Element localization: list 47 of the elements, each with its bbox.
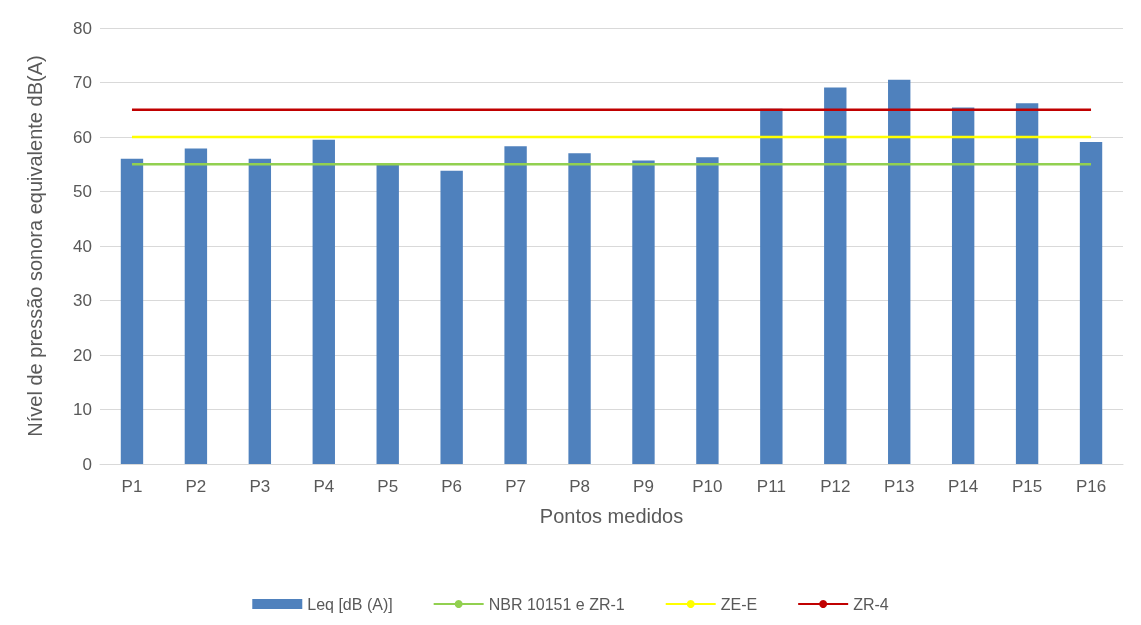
bar: [312, 139, 335, 464]
bar: [440, 170, 463, 464]
x-tick-label: P16: [1075, 477, 1107, 496]
x-tick-label: P9: [633, 477, 654, 496]
legend-label: ZR-4: [853, 595, 889, 613]
bar: [824, 87, 847, 464]
x-tick-label: P4: [313, 477, 335, 496]
y-tick-label: 30: [73, 291, 92, 310]
y-tick-label: 0: [82, 454, 92, 474]
x-tick-label: P6: [441, 477, 463, 496]
bar: [632, 160, 655, 464]
x-axis-title: Pontos medidos: [539, 505, 684, 527]
bar: [248, 158, 272, 464]
bar: [184, 148, 208, 464]
legend-label: ZE-E: [720, 595, 758, 613]
bar: [1079, 141, 1103, 464]
x-tick-label: P5: [377, 477, 399, 496]
x-tick-label: P3: [249, 477, 271, 496]
y-tick-label: 50: [73, 182, 92, 201]
x-tick-label: P11: [756, 477, 786, 496]
y-tick-label: 80: [73, 18, 92, 38]
x-tick-label: P2: [185, 477, 207, 496]
x-tick-label: P13: [884, 477, 915, 496]
x-tick-label: P7: [505, 477, 526, 496]
bar: [760, 108, 783, 464]
y-tick-label: 40: [73, 236, 92, 256]
x-tick-label: P15: [1011, 477, 1043, 496]
bar: [951, 107, 975, 464]
bar: [696, 157, 719, 464]
y-tick-label: 70: [73, 73, 92, 92]
y-tick-label: 10: [73, 400, 92, 419]
x-tick-label: P12: [820, 477, 851, 496]
y-axis-title: Nível de pressão sonora equivalente dB(A): [24, 55, 46, 437]
x-tick-label: P10: [692, 477, 723, 496]
bar: [1015, 103, 1039, 464]
y-tick-label: 60: [73, 127, 92, 147]
legend-label: Leq [dB (A)]: [307, 595, 393, 613]
x-tick-label: P8: [569, 477, 590, 496]
bar: [504, 146, 527, 464]
x-tick-label: P14: [948, 477, 979, 496]
bar: [568, 153, 591, 464]
bar: [888, 79, 911, 464]
bar: [120, 158, 144, 464]
legend-label: NBR 10151 e ZR-1: [488, 595, 625, 613]
bar: [376, 164, 399, 464]
x-tick-label: P1: [121, 477, 143, 496]
y-tick-label: 20: [73, 345, 92, 365]
